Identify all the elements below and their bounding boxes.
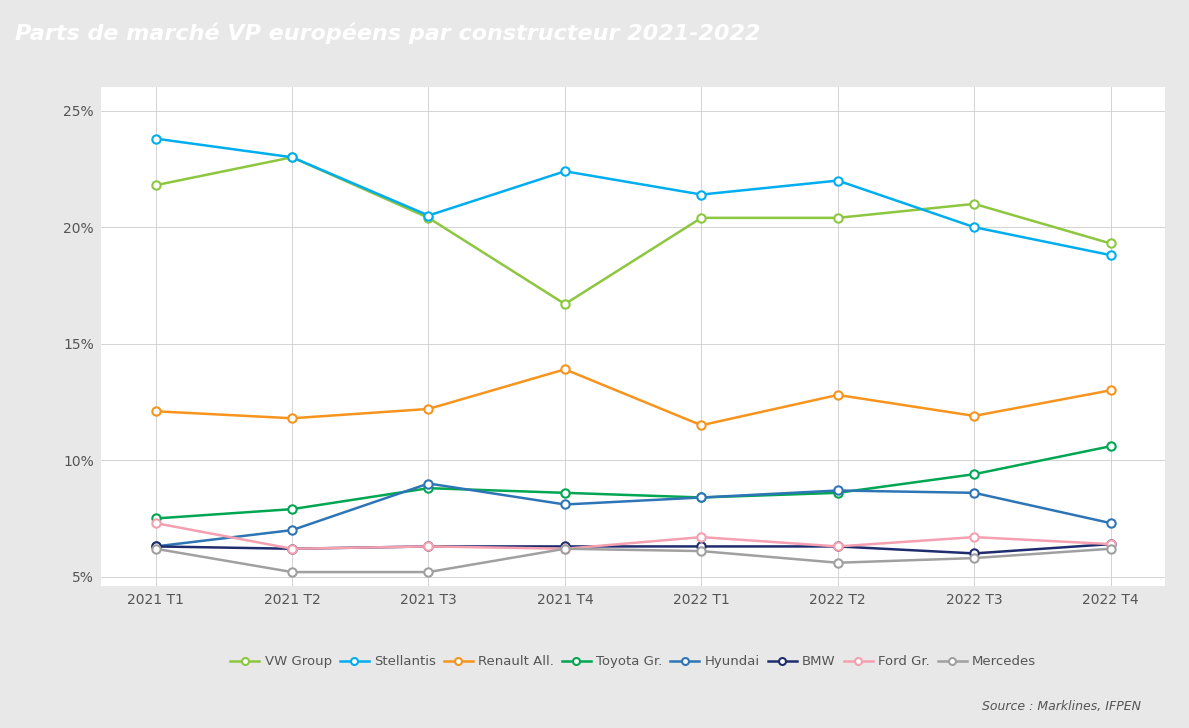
Ford Gr.: [1103, 539, 1118, 548]
Toyota Gr.: [558, 488, 572, 497]
Ford Gr.: [421, 542, 435, 551]
Line: BMW: BMW: [151, 540, 1115, 558]
Renault All.: [421, 405, 435, 414]
Renault All.: [967, 411, 981, 420]
VW Group: [558, 300, 572, 309]
Text: Parts de marché VP européens par constructeur 2021-2022: Parts de marché VP européens par constru…: [15, 23, 761, 44]
Mercedes: [967, 554, 981, 563]
Hyundai: [967, 488, 981, 497]
Legend: VW Group, Stellantis, Renault All., Toyota Gr., Hyundai, BMW, Ford Gr., Mercedes: VW Group, Stellantis, Renault All., Toyo…: [225, 650, 1042, 673]
VW Group: [421, 213, 435, 222]
VW Group: [967, 199, 981, 208]
Line: Stellantis: Stellantis: [151, 135, 1115, 259]
VW Group: [285, 153, 300, 162]
VW Group: [1103, 239, 1118, 248]
Renault All.: [831, 391, 845, 400]
Renault All.: [694, 421, 709, 430]
Hyundai: [831, 486, 845, 495]
Line: VW Group: VW Group: [151, 153, 1115, 308]
Ford Gr.: [967, 533, 981, 542]
VW Group: [831, 213, 845, 222]
Mercedes: [694, 547, 709, 555]
Line: Ford Gr.: Ford Gr.: [151, 519, 1115, 553]
Line: Renault All.: Renault All.: [151, 365, 1115, 430]
Hyundai: [421, 479, 435, 488]
Text: Source : Marklines, IFPEN: Source : Marklines, IFPEN: [982, 700, 1141, 713]
BMW: [967, 549, 981, 558]
Line: Mercedes: Mercedes: [151, 545, 1115, 577]
Mercedes: [831, 558, 845, 567]
Mercedes: [149, 545, 163, 553]
Hyundai: [694, 493, 709, 502]
Ford Gr.: [285, 545, 300, 553]
Toyota Gr.: [694, 493, 709, 502]
Hyundai: [149, 542, 163, 551]
Toyota Gr.: [149, 514, 163, 523]
Ford Gr.: [831, 542, 845, 551]
Mercedes: [285, 568, 300, 577]
BMW: [421, 542, 435, 551]
Stellantis: [967, 223, 981, 232]
VW Group: [149, 181, 163, 189]
Renault All.: [149, 407, 163, 416]
Toyota Gr.: [285, 505, 300, 513]
Mercedes: [421, 568, 435, 577]
Mercedes: [558, 545, 572, 553]
Stellantis: [558, 167, 572, 175]
Line: Toyota Gr.: Toyota Gr.: [151, 442, 1115, 523]
Toyota Gr.: [831, 488, 845, 497]
Line: Hyundai: Hyundai: [151, 479, 1115, 550]
Stellantis: [421, 211, 435, 220]
Hyundai: [558, 500, 572, 509]
BMW: [1103, 539, 1118, 548]
Stellantis: [831, 176, 845, 185]
Hyundai: [285, 526, 300, 534]
Stellantis: [1103, 250, 1118, 259]
Toyota Gr.: [421, 484, 435, 493]
BMW: [694, 542, 709, 551]
BMW: [149, 542, 163, 551]
Renault All.: [285, 414, 300, 423]
Mercedes: [1103, 545, 1118, 553]
BMW: [831, 542, 845, 551]
Toyota Gr.: [967, 470, 981, 478]
Ford Gr.: [558, 545, 572, 553]
Ford Gr.: [149, 519, 163, 528]
Renault All.: [558, 365, 572, 373]
BMW: [558, 542, 572, 551]
Stellantis: [285, 153, 300, 162]
Toyota Gr.: [1103, 442, 1118, 451]
Stellantis: [149, 134, 163, 143]
Ford Gr.: [694, 533, 709, 542]
Stellantis: [694, 190, 709, 199]
Hyundai: [1103, 519, 1118, 528]
Renault All.: [1103, 386, 1118, 395]
BMW: [285, 545, 300, 553]
VW Group: [694, 213, 709, 222]
